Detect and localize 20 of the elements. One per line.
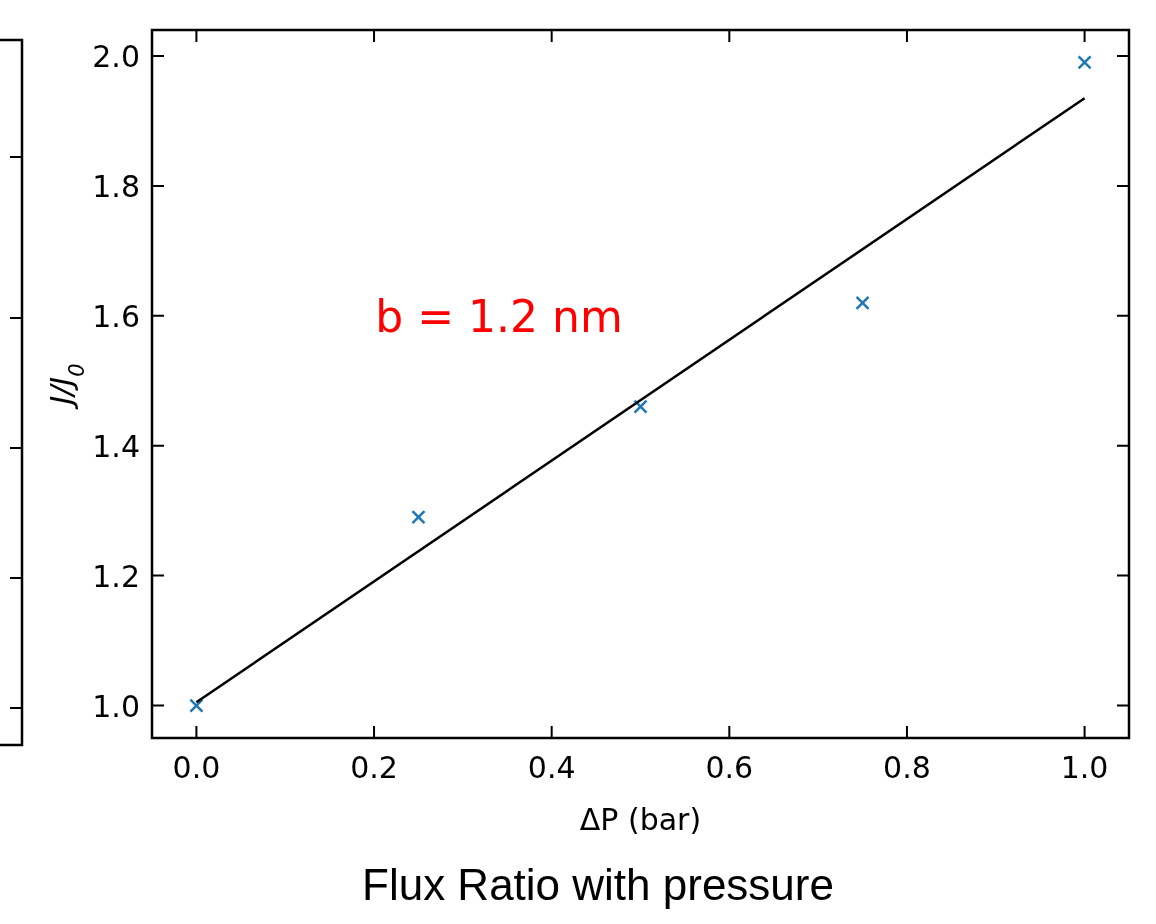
point [633,399,648,414]
x-tick-label: 0.4 [527,750,576,785]
annotation: b = 1.2 nm [375,290,623,342]
y-tick-label: 1.0 [92,688,140,724]
y-tick-label: 1.4 [92,428,140,464]
point [1077,55,1092,70]
point [855,295,870,311]
point [189,698,204,713]
y-tick-label: 1.8 [92,168,140,204]
y-tick-label: 1.6 [92,298,140,334]
x-tick-label: 0.0 [172,750,221,785]
x-tick-label: 0.2 [350,750,398,785]
text: Flux Ratio with pressure [362,860,834,909]
x-tick-label: 0.8 [883,750,931,785]
point [411,509,426,525]
x-tick-label: 1.0 [1060,750,1109,785]
y-tick-label: 1.2 [92,558,140,594]
x-tick-label: 0.6 [705,750,754,785]
y-tick-label: 2.0 [92,38,140,74]
x-axis-title: ΔP (bar) [579,802,702,837]
